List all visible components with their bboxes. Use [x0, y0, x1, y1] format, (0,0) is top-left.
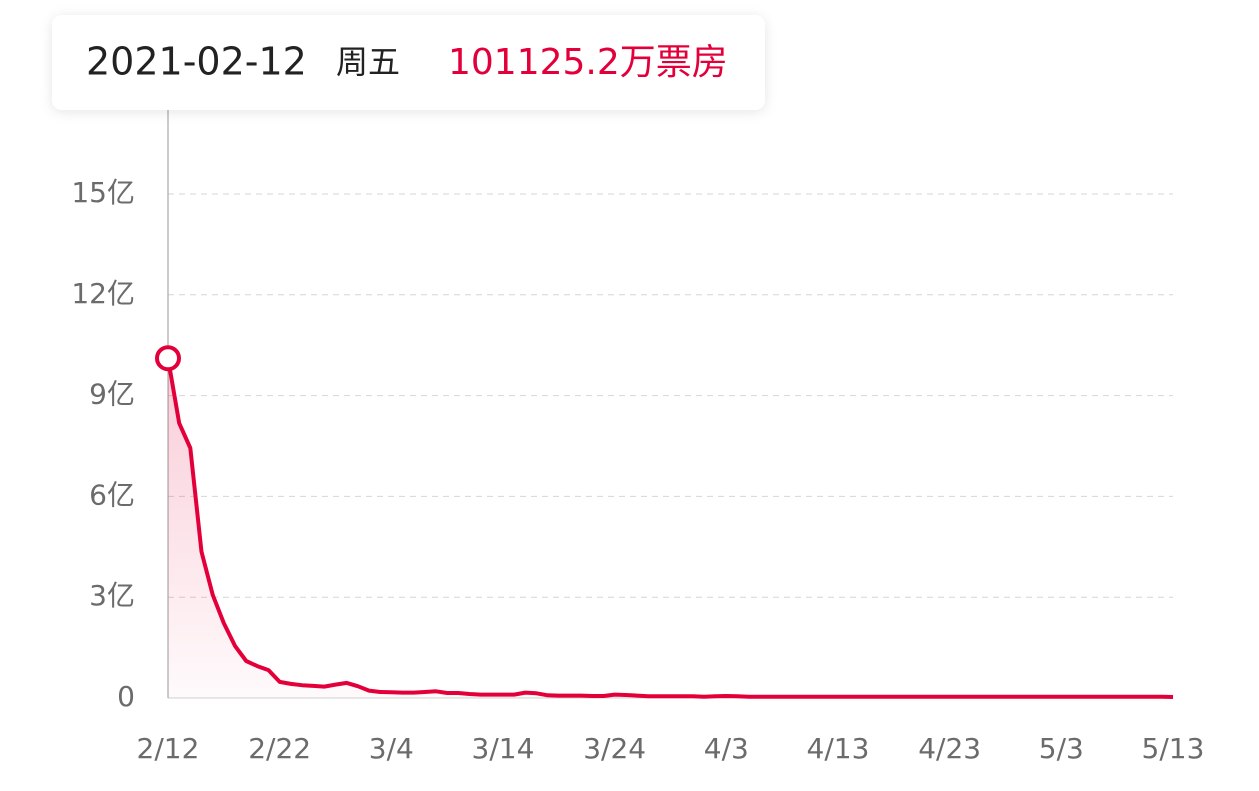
x-tick-label: 2/22 [248, 732, 311, 765]
x-tick-label: 4/23 [918, 732, 981, 765]
y-tick-label: 12亿 [71, 277, 135, 310]
x-tick-label: 4/13 [807, 732, 870, 765]
y-tick-label: 9亿 [89, 378, 135, 411]
tooltip-value: 101125.2万票房 [448, 42, 728, 83]
x-tick-label: 3/4 [369, 732, 414, 765]
x-tick-label: 3/14 [472, 732, 535, 765]
x-tick-label: 2/12 [137, 732, 200, 765]
x-tick-label: 3/24 [583, 732, 646, 765]
highlight-point [155, 345, 181, 372]
x-tick-label: 5/3 [1039, 732, 1084, 765]
y-tick-label: 15亿 [71, 176, 135, 209]
area [168, 358, 1173, 698]
tooltip: 2021-02-12 周五 101125.2万票房 [52, 15, 765, 110]
x-tick-label: 4/3 [704, 732, 749, 765]
tooltip-box [52, 15, 765, 110]
line [166, 357, 1174, 699]
y-tick-label: 0 [117, 680, 135, 713]
y-tick-label: 6亿 [89, 478, 135, 511]
tooltip-weekday: 周五 [336, 43, 400, 81]
y-tick-label: 3亿 [89, 579, 135, 612]
plot-area: 0 3亿 6亿 9亿 12亿 15亿 2/12 2/22 3/4 3/14 3/24 4/3 4/13 4… [71, 110, 1204, 765]
x-tick-label: 5/13 [1142, 732, 1205, 765]
tooltip-date: 2021-02-12 [86, 40, 307, 84]
